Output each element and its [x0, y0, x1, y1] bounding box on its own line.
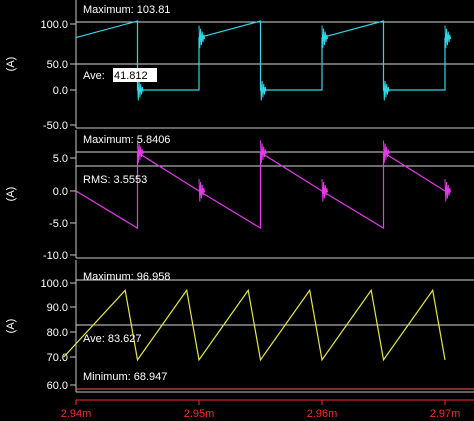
ringing-artifact	[383, 140, 390, 164]
ringing-artifact	[198, 178, 206, 202]
ave-label: Ave: 83.627	[83, 333, 142, 345]
y-unit-label: (A)	[5, 57, 17, 72]
ringing-artifact	[321, 25, 329, 49]
ringing-artifact	[137, 140, 144, 164]
ringing-artifact	[444, 25, 452, 49]
ringing-artifact	[444, 178, 452, 202]
y-tick-label: 90.0	[47, 302, 68, 314]
y-tick-label: 100.0	[40, 278, 68, 290]
y-tick-label: 100.0	[40, 19, 68, 31]
ringing-artifact	[321, 178, 329, 202]
y-tick-label: 80.0	[47, 327, 68, 339]
x-tick-label: 2.95m	[184, 408, 215, 420]
ringing-artifact	[260, 77, 267, 101]
y-tick-label: -50.0	[43, 120, 68, 132]
waveform-trace	[63, 288, 446, 362]
waveform-panel-1[interactable]: 100.050.00.0-50.0(A)Maximum: 103.81Ave: …	[5, 0, 474, 132]
maximum-label: Maximum: 5.8406	[83, 134, 170, 146]
waveform-panel-3[interactable]: 100.0 90.0 80.0 70.0 60.0 (A) Maximum: 96.958 A…	[5, 260, 474, 393]
rms-label: RMS: 3.5553	[83, 174, 147, 186]
x-tick-label: 2.96m	[307, 408, 338, 420]
waveform-trace	[75, 151, 446, 230]
y-tick-label: 60.0	[47, 380, 68, 392]
ave-label-prefix: Ave:	[83, 70, 105, 82]
y-tick-label: -10.0	[43, 250, 68, 262]
x-axis: 2.94m 2.95m 2.96m 2.97m	[61, 399, 474, 420]
x-tick-label: 2.94m	[61, 408, 92, 420]
y-tick-label: 0.0	[53, 85, 68, 97]
x-tick-label: 2.97m	[430, 408, 461, 420]
ave-value-highlight	[113, 68, 157, 82]
waveform-panel-2[interactable]: 5.0 0.0 -5.0 -10.0 (A) Maximum: 5.8406 RMS: 3.…	[5, 130, 474, 262]
ringing-artifact	[137, 77, 144, 101]
y-tick-label: -5.0	[49, 218, 68, 230]
y-tick-label: 70.0	[47, 352, 68, 364]
y-tick-label: 0.0	[53, 186, 68, 198]
ringing-artifact	[260, 140, 267, 164]
maximum-label: Maximum: 96.958	[83, 271, 170, 283]
y-tick-label: 5.0	[53, 153, 68, 165]
ave-label-value: 41.812	[114, 70, 148, 82]
y-tick-label: 50.0	[47, 59, 68, 71]
y-unit-label: (A)	[5, 319, 17, 334]
ringing-artifact	[198, 25, 206, 49]
maximum-label: Maximum: 103.81	[83, 4, 170, 16]
minimum-label: Minimum: 68.947	[83, 371, 167, 383]
ringing-artifact	[383, 77, 390, 101]
y-unit-label: (A)	[5, 187, 17, 202]
